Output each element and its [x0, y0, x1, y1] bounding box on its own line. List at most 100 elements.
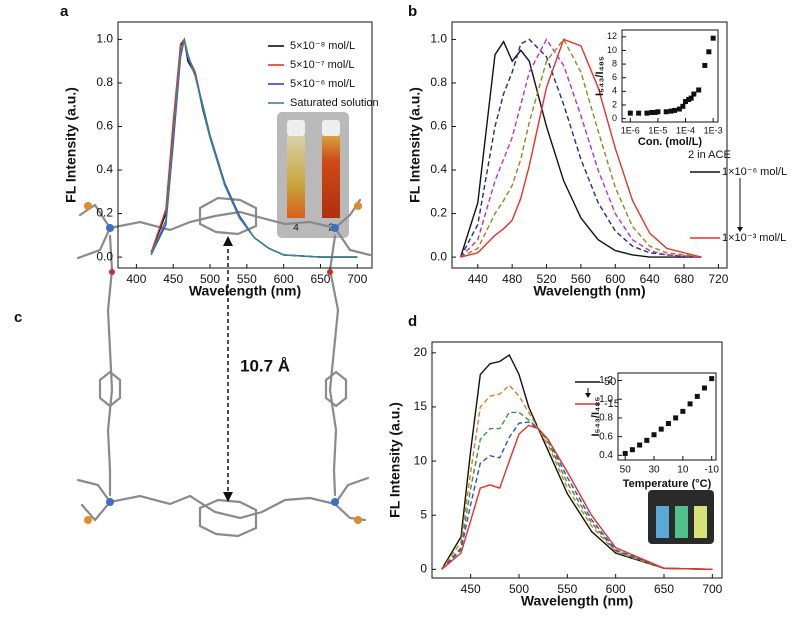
legend-title: 2 in ACE: [688, 149, 731, 161]
y-axis-title: FL Intensity (a.u.): [387, 402, 403, 518]
x-axis-title: Con. (mol/L): [638, 136, 702, 148]
x-tick-label: 650: [310, 272, 330, 286]
x-tick-label: 1E-4: [676, 125, 695, 135]
x-tick-label: 600: [606, 582, 626, 596]
x-tick-label: 520: [537, 272, 557, 286]
data-point: [636, 110, 642, 116]
y-tick-label: 12: [607, 31, 617, 41]
x-tick-label: 720: [708, 272, 728, 286]
y-tick-label: 0.2: [430, 206, 447, 220]
data-point: [676, 106, 682, 112]
x-tick-label: -10: [704, 465, 719, 476]
y-tick-label: 0.6: [430, 119, 447, 133]
y-tick-label: 0.8: [96, 75, 113, 89]
x-tick-label: 700: [347, 272, 367, 286]
data-point: [694, 393, 700, 399]
y-tick-label: 6: [612, 72, 617, 82]
y-axis-title: I₅₄₃/I₄₈₅: [594, 56, 606, 96]
x-tick-label: 600: [274, 272, 294, 286]
data-point: [680, 103, 686, 109]
x-axis-title: Temperature (°C): [623, 478, 712, 490]
data-point: [652, 109, 658, 115]
legend-arrowhead: [585, 393, 591, 398]
y-tick-label: 0.0: [430, 249, 447, 263]
data-point: [622, 450, 628, 456]
legend-label: Saturated solution: [290, 97, 379, 109]
y-tick-label: 2: [612, 99, 617, 109]
x-tick-label: 1E-5: [648, 125, 667, 135]
x-axis-title: Wavelength (nm): [521, 593, 633, 609]
data-point: [683, 99, 689, 105]
y-tick-label: 10: [607, 45, 617, 55]
x-tick-label: 640: [640, 272, 660, 286]
legend-label: 1×10⁻³ mol/L: [722, 232, 786, 244]
spectrum-line: [460, 38, 702, 258]
x-tick-label: 550: [557, 582, 577, 596]
data-point: [688, 95, 694, 101]
y-tick-label: 0.6: [96, 119, 113, 133]
data-point: [672, 107, 678, 113]
x-tick-label: 650: [654, 582, 674, 596]
y-tick-label: 0.8: [599, 413, 613, 424]
x-tick-label: 1E-3: [704, 125, 723, 135]
y-axis-title: FL Intensity (a.u.): [407, 87, 423, 203]
spectrum-line: [150, 39, 358, 258]
y-tick-label: 1.0: [599, 394, 613, 405]
y-tick-label: 0.6: [599, 431, 613, 442]
spectrum-line: [459, 40, 702, 258]
x-tick-label: 10: [677, 465, 689, 476]
x-tick-label: 700: [702, 582, 722, 596]
x-tick-label: 450: [461, 582, 481, 596]
y-tick-label: 8: [612, 58, 617, 68]
y-tick-label: 5: [420, 507, 427, 521]
y-tick-label: 1.2: [599, 375, 613, 386]
data-point: [658, 426, 664, 432]
y-tick-label: 0.8: [430, 75, 447, 89]
y-tick-label: 1.0: [96, 32, 113, 46]
legend-label: 1×10⁻⁶ mol/L: [722, 166, 787, 178]
panel-label: d: [408, 313, 417, 330]
x-tick-label: 440: [468, 272, 488, 286]
y-tick-label: 20: [414, 345, 428, 359]
y-tick-label: 0: [612, 113, 617, 123]
data-point: [651, 432, 657, 438]
distance-annotation: 10.7 Å: [240, 356, 290, 375]
panel-label: a: [60, 3, 69, 20]
y-tick-label: 0.0: [96, 249, 113, 263]
x-tick-label: 550: [237, 272, 257, 286]
legend-label: 5×10⁻⁶ mol/L: [290, 78, 355, 90]
vial-photo: [277, 112, 349, 238]
data-point: [706, 49, 712, 55]
spectrum-line: [441, 421, 713, 570]
plot-frame: [451, 21, 728, 269]
y-tick-label: 0.4: [599, 450, 613, 461]
legend-label: 5×10⁻⁷ mol/L: [290, 59, 355, 71]
data-point: [680, 408, 686, 414]
spectrum-line: [441, 411, 713, 570]
data-point: [709, 376, 715, 382]
x-tick-label: 680: [674, 272, 694, 286]
y-tick-label: 4: [612, 86, 617, 96]
x-tick-label: 560: [571, 272, 591, 286]
x-tick-label: 1E-6: [621, 125, 640, 135]
data-point: [673, 415, 679, 421]
data-point: [644, 437, 650, 443]
y-tick-label: 0: [420, 562, 427, 576]
x-tick-label: 600: [605, 272, 625, 286]
x-axis-title: Wavelength (nm): [189, 283, 301, 299]
x-tick-label: 500: [509, 582, 529, 596]
y-tick-label: 0.4: [96, 162, 113, 176]
plot-frame: [621, 29, 719, 123]
y-tick-label: 0.2: [96, 206, 113, 220]
data-point: [668, 108, 674, 114]
data-point: [644, 110, 650, 116]
y-tick-label: 0.4: [430, 162, 447, 176]
x-tick-label: 30: [648, 465, 660, 476]
inset-background: [622, 30, 718, 122]
y-tick-label: 1.0: [430, 32, 447, 46]
legend-label: 5×10⁻⁸ mol/L: [290, 40, 355, 52]
x-axis-title: Wavelength (nm): [533, 283, 645, 299]
data-point: [655, 109, 661, 115]
data-point: [629, 447, 635, 453]
